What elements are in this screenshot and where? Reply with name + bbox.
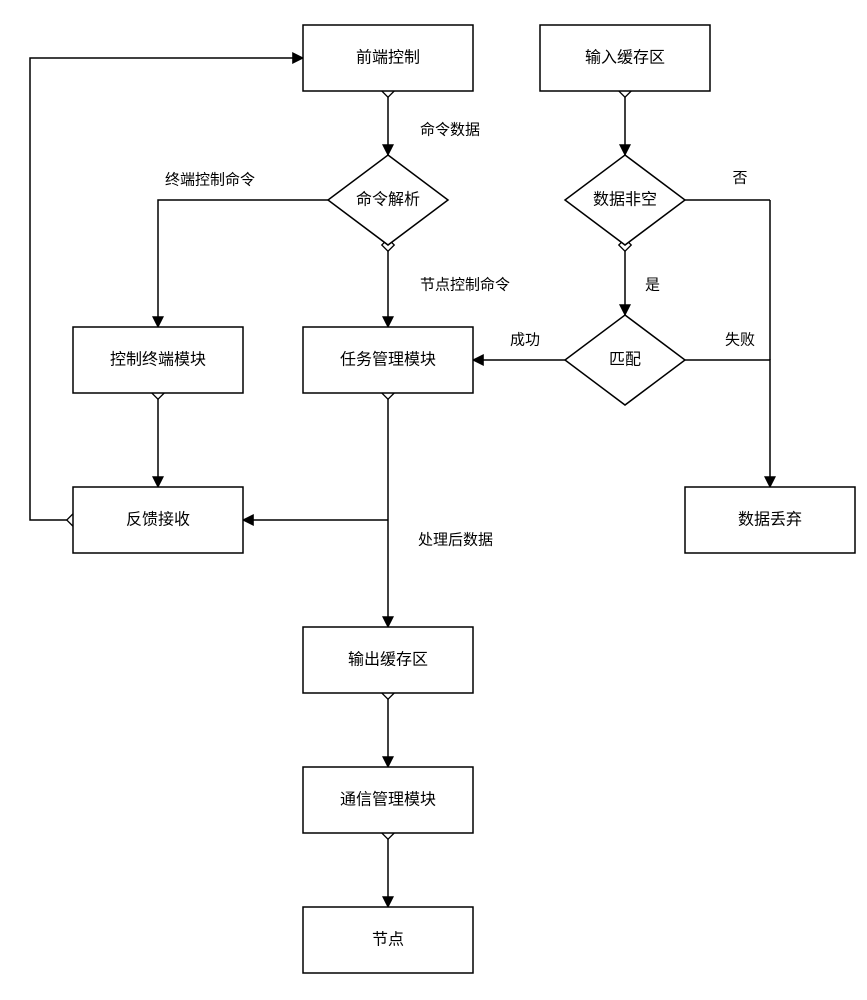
edge-label-e7: 成功 — [510, 332, 540, 349]
edge-label-e1: 命令数据 — [420, 121, 480, 139]
edge-label-e6: 否 — [732, 170, 747, 187]
flowchart-canvas: 命令数据终端控制命令节点控制命令 是 否成功 失败处理后数据 前端控制 输入缓存区命令解析… — [0, 0, 867, 1000]
node-label-cmd_parse: 命令解析 — [356, 191, 420, 209]
node-label-frontend: 前端控制 — [356, 49, 420, 67]
edge-e3 — [158, 200, 328, 327]
edge-label-e8: 失败 — [725, 332, 755, 349]
edge-e14 — [30, 58, 303, 520]
edge-label-e5: 是 — [645, 277, 660, 294]
edge-e8 — [685, 360, 770, 487]
node-label-task_mgr: 任务管理模块 — [340, 351, 436, 369]
node-label-node: 节点 — [372, 931, 404, 949]
edge-label-e3: 终端控制命令 — [165, 171, 255, 189]
node-label-out_buf: 输出缓存区 — [348, 651, 428, 669]
node-label-feedback: 反馈接收 — [126, 511, 190, 529]
edge-label-e4: 节点控制命令 — [420, 276, 510, 294]
edge-label-e11: 处理后数据 — [418, 532, 493, 549]
node-label-ctrl_term: 控制终端模块 — [110, 351, 206, 369]
node-label-comm_mgr: 通信管理模块 — [340, 791, 436, 809]
node-label-match: 匹配 — [609, 351, 641, 369]
node-label-data_ne: 数据非空 — [593, 191, 657, 209]
node-label-discard: 数据丢弃 — [738, 511, 802, 529]
node-label-input_buf: 输入缓存区 — [585, 49, 665, 67]
nodes-layer: 前端控制 输入缓存区命令解析 数据非空控制终端模块 任务管理模块 匹配反馈接收 数据丢弃输… — [73, 25, 855, 973]
